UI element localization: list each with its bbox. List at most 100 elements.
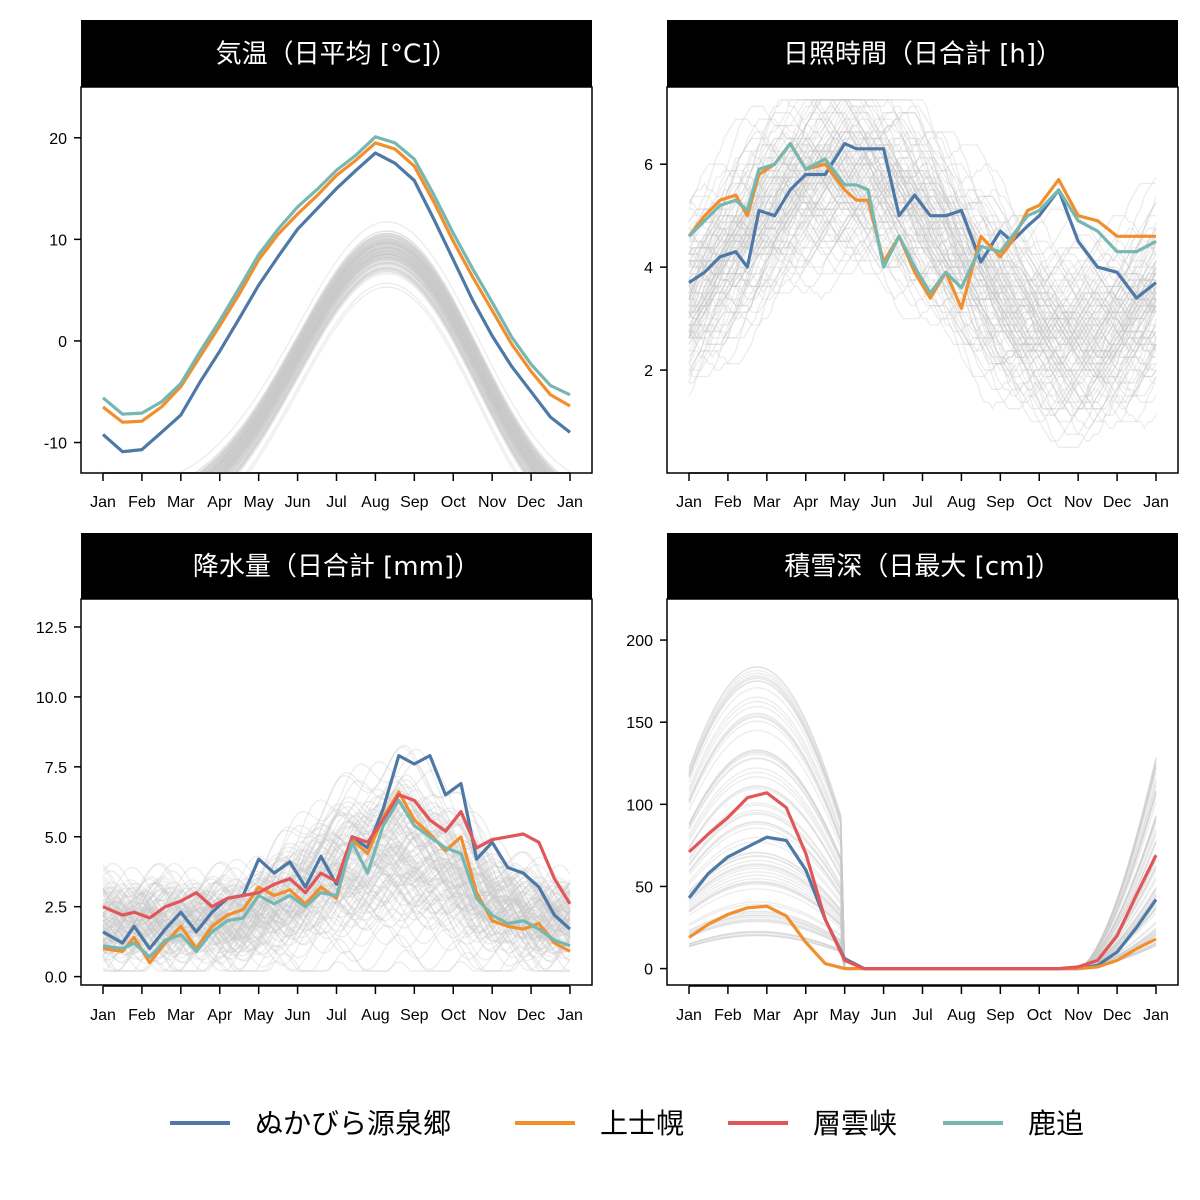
y-tick-label: 150 <box>626 715 653 732</box>
background-line <box>226 259 534 473</box>
legend-label: 層雲峡 <box>813 1107 897 1140</box>
background-line <box>689 202 1157 410</box>
background-line <box>222 254 537 473</box>
x-tick-label: Jun <box>285 1007 311 1024</box>
plot-frame <box>80 598 593 986</box>
background-line <box>688 176 1156 384</box>
background-line <box>218 250 541 473</box>
plot-lines <box>687 666 1158 971</box>
background-line <box>688 105 1157 320</box>
panel-2: 日照時間（日合計 [h]） 2 4 6 Jan Feb Mar Apr May Jun Jul Aug… <box>644 20 1179 511</box>
background-line <box>218 250 541 473</box>
legend-item: ぬかびら源泉郷 <box>170 1107 451 1140</box>
background-line <box>689 189 1157 403</box>
background-line <box>102 813 571 927</box>
background-line <box>102 910 571 972</box>
background-line <box>688 112 1157 327</box>
background-series <box>102 221 571 473</box>
background-line <box>230 264 530 473</box>
x-tick-label: Jul <box>326 1007 346 1024</box>
background-line <box>228 261 532 473</box>
background-line <box>102 894 571 964</box>
background-line <box>207 240 550 473</box>
panel-strip <box>81 533 592 599</box>
background-line <box>688 208 1156 416</box>
background-line <box>102 844 571 943</box>
x-tick-label: Mar <box>167 494 195 511</box>
background-line <box>216 249 542 473</box>
x-tick-label: Jan <box>1143 494 1169 511</box>
background-line <box>201 235 554 473</box>
background-line <box>689 169 1156 385</box>
background-line <box>102 812 571 927</box>
background-line <box>210 243 547 473</box>
background-line <box>197 233 557 473</box>
background-line <box>102 790 571 918</box>
background-line <box>102 221 571 473</box>
background-line <box>220 253 539 473</box>
background-line <box>688 99 1157 307</box>
x-tick-label: Jul <box>912 1007 932 1024</box>
background-line <box>688 176 1157 391</box>
x-tick-label: Dec <box>1103 1007 1131 1024</box>
background-line <box>102 886 571 961</box>
series-line-層雲峡 <box>102 793 572 920</box>
background-line <box>234 268 528 473</box>
x-tick-label: May <box>244 1007 274 1024</box>
y-tick-label: 20 <box>49 131 67 148</box>
x-tick-label: Nov <box>1064 1007 1092 1024</box>
y-tick-label: 0.0 <box>45 970 67 987</box>
background-line <box>688 157 1156 365</box>
series-line-ぬかびら源泉郷 <box>688 142 1157 300</box>
background-line <box>689 137 1157 352</box>
background-line <box>197 232 558 473</box>
y-tick-label: 0 <box>644 962 653 979</box>
background-line <box>221 253 539 473</box>
background-line <box>228 261 532 473</box>
background-line <box>235 269 527 473</box>
background-line <box>102 783 571 915</box>
background-line <box>688 99 1157 281</box>
background-line <box>102 883 571 960</box>
background-line <box>231 265 530 473</box>
x-tick-label: Oct <box>1027 494 1052 511</box>
background-line <box>689 99 1157 300</box>
background-line <box>223 256 536 473</box>
background-line <box>102 886 571 961</box>
background-line <box>102 809 571 925</box>
background-line <box>102 825 571 934</box>
background-line <box>689 131 1157 339</box>
x-tick-label: Sep <box>986 494 1015 511</box>
background-line <box>688 182 1157 397</box>
background-line <box>211 244 546 473</box>
panel-title: 気温（日平均 [°C]） <box>216 40 458 70</box>
background-line <box>229 262 531 473</box>
background-line <box>102 808 571 927</box>
y-tick-label: 2 <box>644 363 653 380</box>
background-line <box>102 845 571 943</box>
background-line <box>688 150 1157 358</box>
x-tick-label: Dec <box>517 494 545 511</box>
background-line <box>688 220 1157 436</box>
legend-item: 上士幌 <box>515 1107 684 1140</box>
series-line-ぬかびら源泉郷 <box>102 753 572 951</box>
background-line <box>688 163 1157 378</box>
background-line <box>688 157 1156 365</box>
background-line <box>102 849 571 943</box>
background-line <box>210 243 547 473</box>
y-tick-label: 5.0 <box>45 830 67 847</box>
background-line <box>689 99 1157 307</box>
x-tick-label: Jan <box>90 1007 116 1024</box>
background-line <box>102 775 571 911</box>
background-line <box>102 885 571 959</box>
legend-item: 鹿追 <box>943 1107 1084 1140</box>
background-line <box>102 809 571 926</box>
background-line <box>221 254 538 473</box>
background-line <box>206 240 550 473</box>
y-tick-label: 2.5 <box>45 900 67 917</box>
y-tick-label: 6 <box>644 157 653 174</box>
background-line <box>225 257 535 473</box>
background-line <box>218 250 540 473</box>
background-line <box>688 182 1157 391</box>
legend-item: 層雲峡 <box>728 1107 897 1140</box>
